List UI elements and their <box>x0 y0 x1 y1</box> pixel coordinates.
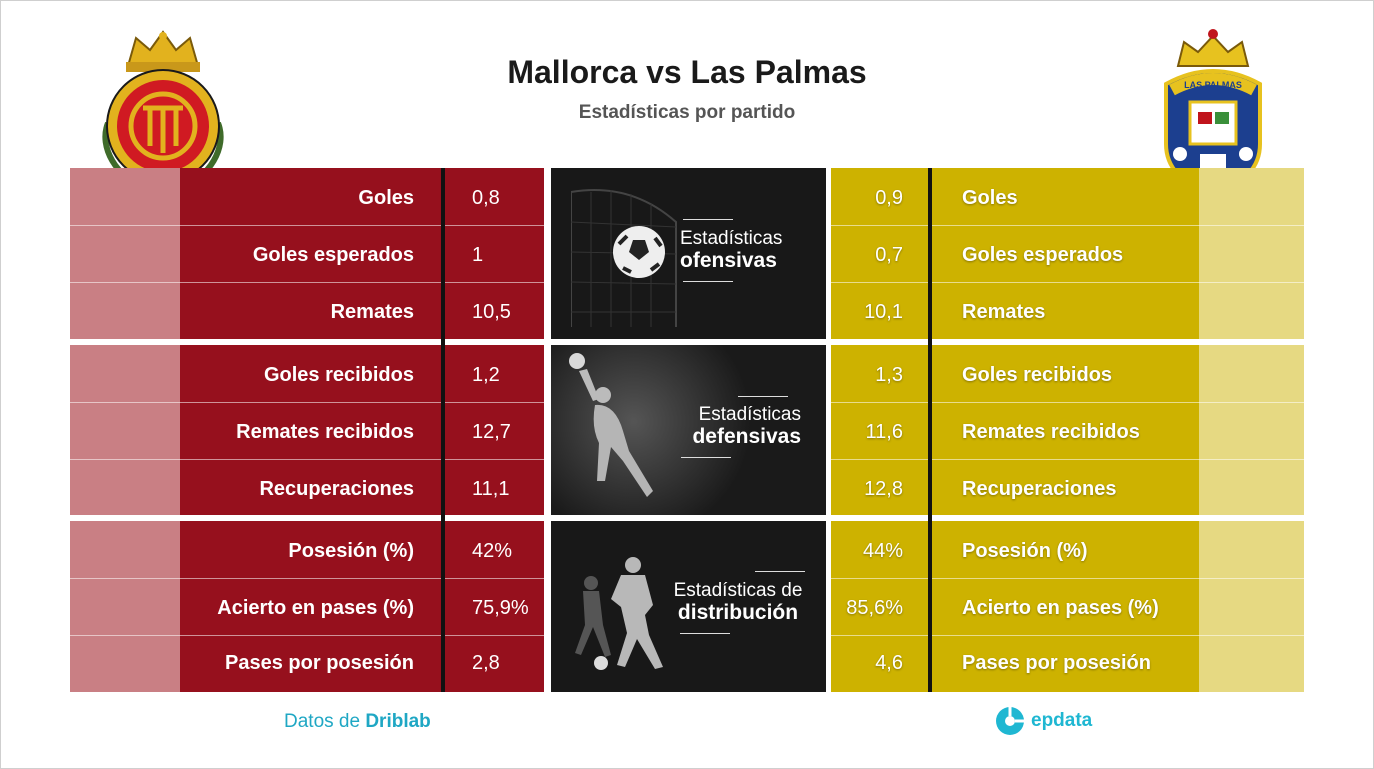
row-divider <box>831 635 1304 636</box>
stat-value-home: 11,1 <box>472 478 510 500</box>
stat-value-home: 1 <box>472 244 484 266</box>
page-title: Mallorca vs Las Palmas <box>507 54 867 90</box>
stat-value-away: 0,9 <box>875 187 903 209</box>
credit-prefix: Datos de <box>284 711 366 732</box>
section-title-line1: Estadísticas <box>698 404 801 425</box>
stat-value-home: 42% <box>472 540 513 562</box>
section-title-line1: Estadísticas de <box>673 580 803 601</box>
mallorca-side-band <box>70 168 180 692</box>
las-palmas-label-column <box>931 168 1199 692</box>
offensive-section-box <box>551 168 826 339</box>
stat-label-home: Goles <box>358 187 414 209</box>
stat-label-away: Goles <box>962 187 1018 209</box>
stat-label-home: Remates recibidos <box>236 421 414 443</box>
stat-label-home: Acierto en pases (%) <box>217 597 414 619</box>
stat-value-away: 44% <box>862 540 903 562</box>
crest-text: LAS PALMAS <box>1184 80 1242 90</box>
stat-value-away: 12,8 <box>864 478 903 500</box>
stat-label-away: Remates recibidos <box>962 421 1140 443</box>
defensive-section-box <box>551 345 826 515</box>
brand-logo: epdata <box>995 706 1092 736</box>
stat-label-away: Posesión (%) <box>962 540 1088 562</box>
football-net-icon <box>571 189 677 327</box>
stat-label-home: Pases por posesión <box>225 652 414 674</box>
title-rule <box>755 571 805 572</box>
goalkeeper-icon <box>569 353 653 497</box>
stat-label-home: Posesión (%) <box>288 540 414 562</box>
stat-value-away: 4,6 <box>875 652 903 674</box>
section-divider <box>70 515 1304 521</box>
page-subtitle: Estadísticas por partido <box>578 102 796 123</box>
stat-label-home: Recuperaciones <box>259 478 414 500</box>
players-icon <box>575 557 663 670</box>
stat-label-home: Goles recibidos <box>263 364 414 386</box>
las-palmas-value-column <box>831 168 931 692</box>
row-divider <box>70 225 544 226</box>
stat-value-home: 75,9% <box>472 597 529 619</box>
mallorca-crest-icon <box>102 30 224 192</box>
stat-label-away: Remates <box>962 301 1046 323</box>
brand-name: epdata <box>1031 710 1093 731</box>
stat-value-home: 1,2 <box>472 364 500 386</box>
mallorca-value-column <box>444 168 544 692</box>
stat-value-away: 10,1 <box>864 301 903 323</box>
section-title-line1: Estadísticas <box>680 228 783 249</box>
row-divider <box>70 459 544 460</box>
row-divider <box>70 282 544 283</box>
stat-label-home: Remates <box>330 301 414 323</box>
row-divider <box>70 578 544 579</box>
row-divider <box>70 402 544 403</box>
title-rule <box>683 219 733 220</box>
title-rule <box>680 633 730 634</box>
title-rule <box>683 281 733 282</box>
title-rule <box>681 457 731 458</box>
stat-value-away: 1,3 <box>875 364 903 386</box>
stat-value-away: 11,6 <box>865 421 903 443</box>
title-rule <box>738 396 788 397</box>
row-divider <box>831 578 1304 579</box>
section-divider <box>70 339 1304 345</box>
stat-label-away: Pases por posesión <box>962 652 1151 674</box>
stat-value-home: 2,8 <box>472 652 500 674</box>
stat-label-away: Acierto en pases (%) <box>962 597 1159 619</box>
stat-value-home: 10,5 <box>472 301 511 323</box>
stat-label-away: Recuperaciones <box>962 478 1117 500</box>
defensive-section-title: Estadísticas defensivas <box>681 404 801 448</box>
stat-value-home: 12,7 <box>472 421 511 443</box>
data-source-credit: Datos de Driblab <box>284 711 431 733</box>
stat-label-away: Goles esperados <box>962 244 1124 266</box>
stat-value-away: 85,6% <box>846 597 903 619</box>
las-palmas-side-band <box>1199 168 1304 692</box>
distribution-section-title: Estadísticas de distribución <box>668 580 808 624</box>
stat-value-home: 0,8 <box>472 187 500 209</box>
stat-label-home: Goles esperados <box>252 244 414 266</box>
row-divider <box>831 402 1304 403</box>
row-divider <box>831 225 1304 226</box>
stat-label-away: Goles recibidos <box>962 364 1113 386</box>
section-title-line2: ofensivas <box>680 249 777 272</box>
row-divider <box>70 635 544 636</box>
offensive-section-title: Estadísticas ofensivas <box>680 228 782 272</box>
section-title-line2: defensivas <box>692 425 801 448</box>
distribution-section-box <box>551 521 826 692</box>
mallorca-label-column <box>180 168 444 692</box>
las-palmas-column-rule <box>928 168 932 692</box>
epdata-logo-icon <box>996 707 1024 735</box>
row-divider <box>831 282 1304 283</box>
credit-source: Driblab <box>365 711 431 732</box>
row-divider <box>831 459 1304 460</box>
stat-value-away: 0,7 <box>875 244 903 266</box>
mallorca-column-rule <box>441 168 445 692</box>
section-title-line2: distribución <box>677 601 799 624</box>
